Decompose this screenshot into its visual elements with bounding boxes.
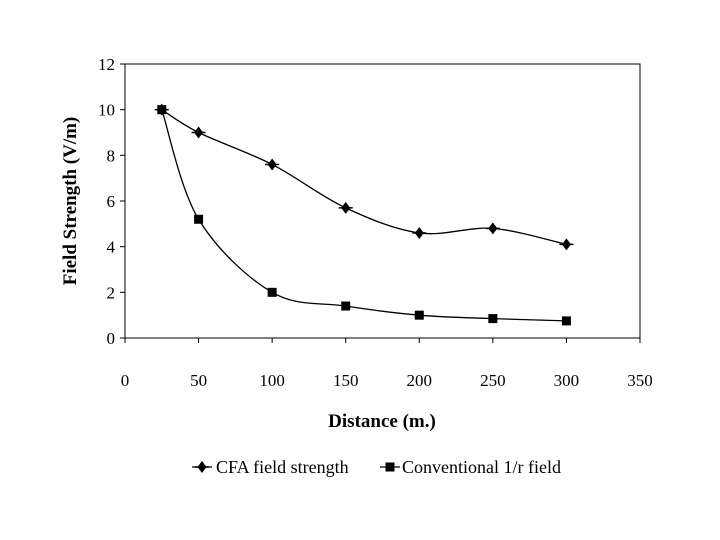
x-tick-label: 150 xyxy=(333,371,359,390)
legend-item: Conventional 1/r field xyxy=(380,457,561,477)
legend-label: CFA field strength xyxy=(216,457,349,477)
data-point xyxy=(414,310,424,320)
data-point xyxy=(267,287,277,297)
y-axis-title: Field Strength (V/m) xyxy=(60,117,81,286)
y-tick-label: 6 xyxy=(107,192,116,211)
y-tick-label: 10 xyxy=(98,101,115,120)
plot-area xyxy=(124,63,641,339)
x-tick-label: 200 xyxy=(407,371,433,390)
data-point xyxy=(194,214,204,224)
x-tick-label: 100 xyxy=(259,371,285,390)
data-point xyxy=(157,105,167,115)
x-tick-label: 300 xyxy=(554,371,580,390)
y-axis-ticks: 0 2 4 6 8 10 12 xyxy=(98,55,125,348)
series-layer xyxy=(154,103,574,326)
legend-label: Conventional 1/r field xyxy=(402,457,561,477)
legend-marker xyxy=(385,462,395,472)
y-tick-label: 8 xyxy=(107,146,116,165)
y-tick-label: 12 xyxy=(98,55,115,74)
legend-item: CFA field strength xyxy=(192,457,349,477)
x-tick-label: 50 xyxy=(190,371,207,390)
x-tick-label: 250 xyxy=(480,371,506,390)
legend: CFA field strength Conventional 1/r field xyxy=(192,457,561,477)
y-tick-label: 2 xyxy=(107,283,116,302)
data-point xyxy=(341,301,351,311)
series-2 xyxy=(157,105,571,326)
x-axis-ticks: 0 50 100 150 200 250 300 350 xyxy=(121,338,653,390)
y-tick-label: 0 xyxy=(107,329,116,348)
x-tick-label: 350 xyxy=(627,371,653,390)
x-tick-label: 0 xyxy=(121,371,130,390)
x-axis-title: Distance (m.) xyxy=(328,411,436,432)
data-point xyxy=(561,316,571,326)
data-point xyxy=(488,314,498,324)
y-tick-label: 4 xyxy=(107,238,116,257)
